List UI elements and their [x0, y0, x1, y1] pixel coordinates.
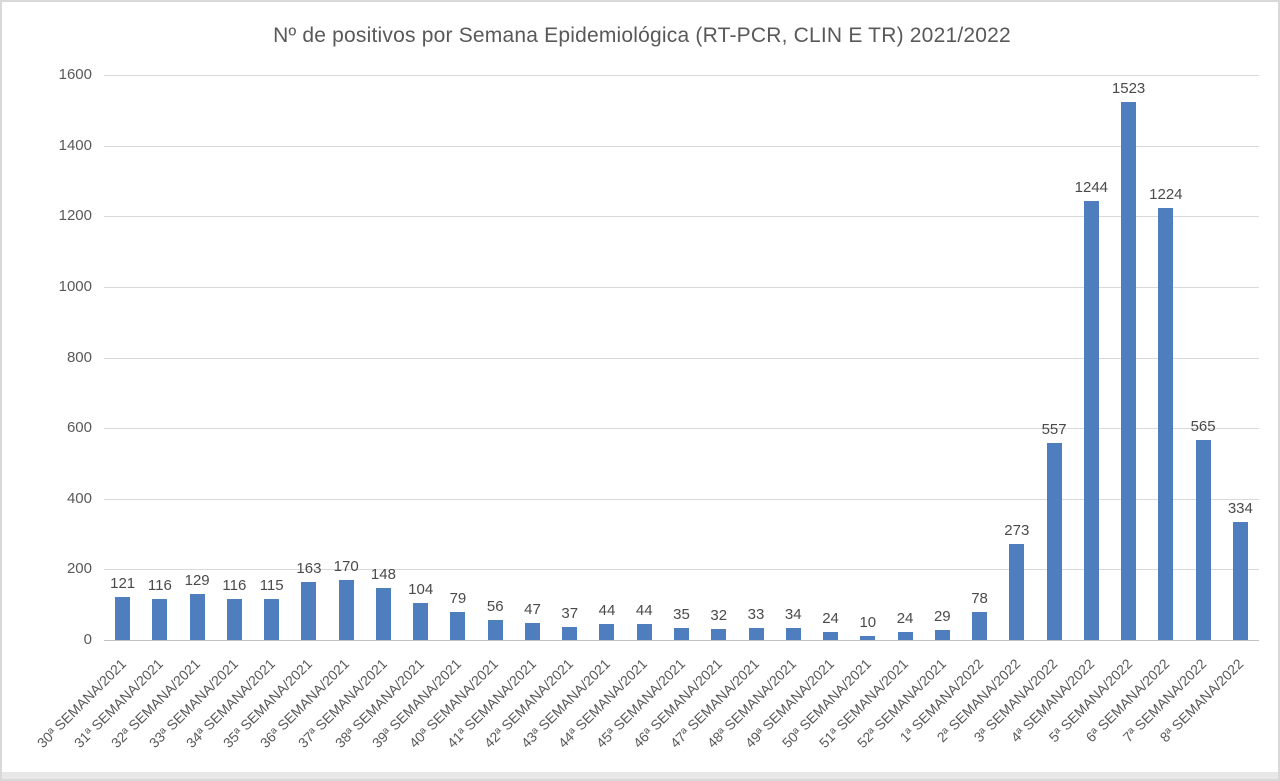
- bar-value-label: 44: [598, 602, 616, 620]
- y-axis-tick-label: 400: [66, 489, 92, 507]
- bar-value-label: 79: [449, 590, 467, 608]
- bar-value-label: 115: [259, 577, 284, 595]
- bar-value-label: 121: [110, 575, 136, 593]
- gridline: [104, 216, 1259, 218]
- gridline: [104, 75, 1259, 76]
- bar: [972, 612, 988, 640]
- gridline: [104, 286, 1259, 288]
- bar: [785, 627, 801, 640]
- bar: [264, 599, 280, 640]
- bar-value-label: 56: [486, 598, 504, 616]
- gridline: [104, 428, 1259, 430]
- bar: [562, 626, 578, 640]
- bar: [711, 628, 727, 640]
- bar-value-label: 565: [1190, 418, 1216, 436]
- bar-value-label: 1224: [1149, 185, 1183, 203]
- x-axis-line: [104, 640, 1259, 641]
- bar: [674, 627, 689, 640]
- gridline: [104, 569, 1259, 571]
- y-axis-tick-label: 1200: [58, 207, 92, 225]
- bar-value-label: 10: [859, 614, 877, 632]
- bar: [636, 624, 652, 640]
- bar: [450, 612, 466, 640]
- bar: [413, 603, 429, 640]
- bar-value-label: 163: [296, 560, 322, 578]
- bar-value-label: 34: [784, 605, 802, 623]
- bar: [301, 582, 317, 640]
- bar-value-label: 32: [710, 606, 728, 624]
- bar-value-label: 33: [747, 606, 765, 624]
- bar-value-label: 78: [971, 590, 988, 608]
- chart-title: Nº de positivos por Semana Epidemiológic…: [273, 24, 1011, 47]
- bar-value-label: 116: [147, 577, 172, 595]
- bar: [1009, 543, 1025, 640]
- bar: [1121, 102, 1137, 640]
- bar: [599, 624, 615, 640]
- bar-value-label: 44: [635, 602, 653, 620]
- y-axis-tick-label: 1400: [58, 136, 92, 154]
- bar: [897, 631, 913, 640]
- bar: [152, 599, 168, 640]
- bar-value-label: 170: [333, 557, 359, 575]
- bar: [1195, 440, 1211, 640]
- bar-value-label: 273: [1004, 521, 1030, 539]
- bar: [338, 579, 354, 640]
- bar: [189, 594, 205, 640]
- y-axis-tick-label: 1000: [58, 277, 92, 295]
- bar: [1232, 522, 1248, 640]
- bar: [1083, 200, 1099, 640]
- bar: [748, 628, 764, 640]
- bar: [487, 620, 503, 640]
- bottom-edge-band: [2, 772, 1278, 779]
- bar-value-label: 35: [673, 605, 690, 623]
- bar: [860, 636, 876, 640]
- bar-value-label: 29: [933, 607, 951, 625]
- bar-value-label: 104: [408, 581, 434, 599]
- y-axis-tick-label: 0: [83, 631, 92, 648]
- bar-value-label: 129: [184, 572, 210, 590]
- bar-value-label: 37: [561, 604, 579, 622]
- y-axis-tick-label: 800: [66, 348, 92, 366]
- bar-value-label: 47: [524, 601, 541, 619]
- bar-value-label: 1244: [1074, 178, 1109, 196]
- bar: [823, 631, 839, 640]
- y-axis-tick-label: 600: [66, 419, 92, 437]
- gridline: [104, 357, 1259, 359]
- gridline: [104, 145, 1259, 147]
- bar-value-label: 1523: [1111, 80, 1146, 98]
- bar-value-label: 148: [370, 565, 396, 583]
- bar: [524, 623, 540, 640]
- y-axis-tick-label: 200: [66, 560, 92, 578]
- bar-value-label: 557: [1041, 421, 1067, 439]
- y-axis-tick-label: 1600: [58, 66, 92, 83]
- bar: [115, 597, 131, 640]
- bar-value-label: 334: [1227, 500, 1253, 518]
- bar-value-label: 24: [822, 609, 839, 627]
- bar: [375, 587, 391, 640]
- bar-value-label: 116: [222, 577, 247, 595]
- bar: [1046, 443, 1062, 640]
- bar: [934, 629, 950, 640]
- bar: [226, 599, 242, 640]
- gridline: [104, 498, 1259, 500]
- bar: [1158, 207, 1174, 640]
- bar-value-label: 24: [896, 609, 914, 627]
